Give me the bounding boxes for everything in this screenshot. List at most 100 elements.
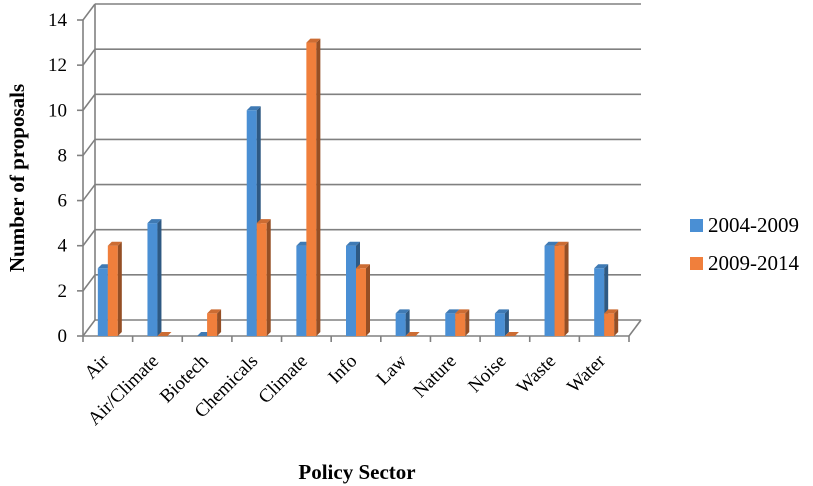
bar-front <box>306 42 317 336</box>
bar <box>306 38 321 336</box>
legend-item: 2004-2009 <box>690 213 799 237</box>
bar-top <box>207 309 222 314</box>
grid-diagonal <box>82 319 96 337</box>
bar-front <box>554 245 565 336</box>
bar <box>107 241 122 336</box>
legend-item: 2009-2014 <box>690 251 799 275</box>
bar-top <box>405 332 420 336</box>
bar <box>395 309 410 336</box>
bar-top <box>455 309 470 314</box>
grid-diagonal <box>82 274 96 292</box>
bar-top <box>157 332 172 336</box>
x-tick-label: Air <box>81 350 114 383</box>
grid-diagonal <box>82 229 96 247</box>
y-tick-label: 4 <box>58 236 68 257</box>
bar-top <box>306 38 321 43</box>
x-tick-label: Water <box>563 350 610 397</box>
floor-right-edge <box>628 319 642 337</box>
bar-top <box>604 309 619 314</box>
bar-top <box>147 219 162 224</box>
bar-side <box>117 241 122 336</box>
bar-front <box>207 313 218 336</box>
grid-diagonal <box>82 48 96 66</box>
bar-top <box>246 106 261 111</box>
bar-front <box>97 268 108 336</box>
bar <box>405 332 420 337</box>
y-tick-label: 0 <box>58 326 68 347</box>
bar <box>494 309 509 336</box>
y-tick-label: 12 <box>48 55 67 76</box>
bar-front <box>147 223 158 336</box>
bar-front <box>356 268 366 336</box>
legend-swatch <box>690 257 703 270</box>
bar-side <box>217 309 222 336</box>
grid-diagonal <box>82 138 96 156</box>
legend-swatch <box>690 219 703 232</box>
bar <box>147 219 162 336</box>
bars <box>97 38 619 337</box>
x-tick-label: Law <box>372 350 411 389</box>
bar-front <box>494 313 505 336</box>
y-tick-label: 8 <box>58 145 68 166</box>
bar-top <box>445 309 460 314</box>
bar-side <box>266 219 271 336</box>
bar-top <box>356 264 370 269</box>
grid-diagonal <box>82 93 96 111</box>
x-tick-label: Noise <box>464 351 510 397</box>
bar-top <box>544 241 559 246</box>
bar-side <box>564 241 569 336</box>
bar-front <box>604 313 615 336</box>
grid-diagonal <box>82 184 96 202</box>
bar-side <box>157 219 162 336</box>
bar-front <box>455 313 466 336</box>
bar-side <box>366 264 370 336</box>
y-tick-label: 2 <box>58 281 68 302</box>
bar-front <box>346 245 356 336</box>
bar-top <box>395 309 410 314</box>
bar <box>207 309 222 336</box>
legend-label: 2009-2014 <box>708 251 799 275</box>
bar <box>554 241 569 336</box>
bar-side <box>405 309 410 336</box>
x-tick-label: Info <box>324 351 361 388</box>
y-tick-label: 6 <box>58 191 68 212</box>
bar-side <box>316 38 321 336</box>
y-tick-label: 14 <box>48 10 68 31</box>
y-tick-labels: 0 2 4 6 8 10 12 14 <box>48 10 83 347</box>
bar-front <box>544 245 555 336</box>
bar-top <box>346 241 360 246</box>
bar <box>604 309 619 336</box>
legend-label: 2004-2009 <box>708 213 799 237</box>
bar-top <box>256 219 271 224</box>
y-tick-label: 10 <box>48 100 67 121</box>
bar-front <box>296 245 307 336</box>
y-axis-title: Number of proposals <box>5 84 29 272</box>
bar-front <box>256 223 267 336</box>
bar-front <box>445 313 456 336</box>
bar-side <box>614 309 619 336</box>
bar <box>504 332 519 337</box>
bar-top <box>107 241 122 246</box>
bar-front <box>594 268 605 336</box>
bar-top <box>594 264 609 269</box>
bar-side <box>465 309 470 336</box>
bar-front <box>395 313 406 336</box>
bar <box>256 219 271 336</box>
bar <box>157 332 172 337</box>
grid-lines <box>82 3 641 337</box>
x-tick-label: Nature <box>409 351 460 402</box>
bar-side <box>504 309 509 336</box>
bar-top <box>554 241 569 246</box>
x-tick-label: Waste <box>513 351 560 398</box>
bar <box>356 264 370 336</box>
legend: 2004-2009 2009-2014 <box>690 213 799 275</box>
x-tick-label: Climate <box>255 351 312 408</box>
bar-front <box>246 110 257 337</box>
grid-diagonal <box>82 3 96 21</box>
bar-front <box>107 245 118 336</box>
bar <box>455 309 470 336</box>
bar-top <box>504 332 519 336</box>
x-axis-title: Policy Sector <box>298 460 415 484</box>
